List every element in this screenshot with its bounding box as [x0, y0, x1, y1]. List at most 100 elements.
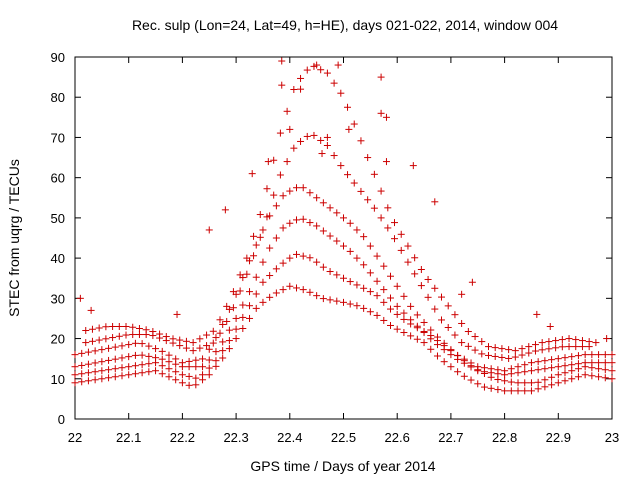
x-tick-label: 22.5: [331, 430, 356, 445]
data-point: [297, 85, 305, 93]
data-point: [95, 324, 103, 332]
data-point: [182, 337, 190, 345]
data-point: [534, 366, 542, 374]
data-point: [366, 269, 374, 277]
data-point: [169, 335, 177, 343]
data-point: [366, 242, 374, 250]
data-point: [306, 288, 314, 296]
data-point: [71, 379, 79, 387]
data-point: [467, 376, 475, 384]
data-point: [225, 326, 233, 334]
y-tick-label: 20: [51, 332, 65, 347]
data-point: [541, 365, 549, 373]
data-point: [196, 344, 204, 352]
data-point: [353, 302, 361, 310]
data-point: [364, 154, 372, 162]
y-tick-label: 50: [51, 211, 65, 226]
data-point: [105, 374, 113, 382]
data-point: [487, 365, 495, 373]
data-point: [318, 150, 326, 158]
data-point: [109, 322, 117, 330]
data-point: [82, 327, 90, 335]
data-point: [608, 351, 616, 359]
x-tick-label: 23: [605, 430, 619, 445]
data-point: [346, 219, 354, 227]
data-point: [239, 325, 247, 332]
data-point: [531, 347, 539, 355]
data-point: [438, 316, 446, 324]
data-point: [219, 354, 227, 362]
data-point: [71, 363, 79, 371]
y-axis-label: STEC from uqrg / TECUs: [6, 159, 22, 317]
data-point: [264, 158, 272, 166]
data-point: [293, 184, 301, 192]
data-point: [451, 331, 459, 339]
data-point: [397, 246, 405, 254]
data-point: [189, 339, 197, 347]
data-point: [574, 360, 582, 368]
data-point: [225, 337, 233, 345]
data-point: [223, 302, 231, 310]
data-point: [102, 323, 110, 331]
data-point: [514, 379, 522, 387]
data-point: [391, 235, 399, 243]
data-point: [440, 346, 448, 354]
data-point: [323, 133, 331, 141]
data-point: [546, 322, 554, 330]
data-point: [326, 232, 334, 240]
data-point: [263, 185, 271, 193]
x-tick-label: 22: [68, 430, 82, 445]
data-point: [182, 344, 190, 352]
data-point: [326, 296, 334, 304]
data-point: [364, 196, 372, 204]
data-point: [246, 288, 254, 296]
data-point: [541, 357, 549, 365]
data-point: [561, 369, 569, 377]
data-point: [391, 219, 399, 227]
data-point: [256, 211, 264, 219]
data-point: [299, 286, 307, 294]
data-point: [216, 316, 224, 324]
data-point: [554, 379, 562, 387]
data-point: [149, 328, 157, 336]
data-point: [578, 337, 586, 345]
data-point: [313, 61, 321, 69]
data-point: [118, 342, 126, 350]
data-point: [538, 339, 546, 347]
data-point: [135, 331, 143, 339]
data-point: [185, 372, 193, 380]
data-point: [386, 305, 394, 313]
data-point: [313, 292, 321, 300]
data-point: [125, 341, 133, 349]
data-point: [427, 345, 435, 353]
x-tick-label: 22.7: [438, 430, 463, 445]
data-point: [172, 368, 180, 376]
data-point: [505, 354, 513, 362]
data-point: [152, 354, 160, 362]
data-point: [350, 120, 358, 128]
data-point: [165, 365, 173, 373]
data-point: [581, 371, 589, 379]
data-point: [377, 214, 385, 222]
data-point: [340, 274, 347, 282]
data-point: [276, 171, 284, 179]
data-point: [330, 79, 338, 87]
data-point: [178, 379, 186, 387]
data-point: [548, 364, 556, 372]
data-point: [317, 66, 325, 74]
data-point: [125, 353, 133, 361]
data-point: [511, 353, 519, 361]
data-point: [585, 338, 593, 346]
data-point: [239, 301, 247, 309]
data-point: [286, 125, 294, 133]
data-point: [474, 363, 482, 371]
data-point: [319, 263, 327, 271]
data-point: [440, 339, 448, 347]
data-point: [246, 302, 254, 310]
data-point: [480, 383, 488, 391]
data-point: [400, 309, 408, 317]
data-point: [484, 351, 492, 359]
data-point: [534, 358, 542, 366]
data-point: [319, 199, 327, 207]
data-point: [243, 254, 251, 262]
